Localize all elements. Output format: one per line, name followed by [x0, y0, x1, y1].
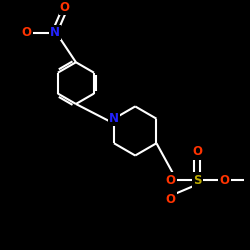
Text: O: O [60, 0, 70, 14]
Text: N: N [50, 26, 60, 39]
Text: O: O [220, 174, 230, 186]
Text: O: O [22, 26, 32, 39]
Text: S: S [193, 174, 202, 186]
Text: O: O [166, 174, 175, 186]
Text: O: O [166, 193, 175, 206]
Text: N: N [109, 112, 119, 125]
Text: O: O [192, 145, 202, 158]
